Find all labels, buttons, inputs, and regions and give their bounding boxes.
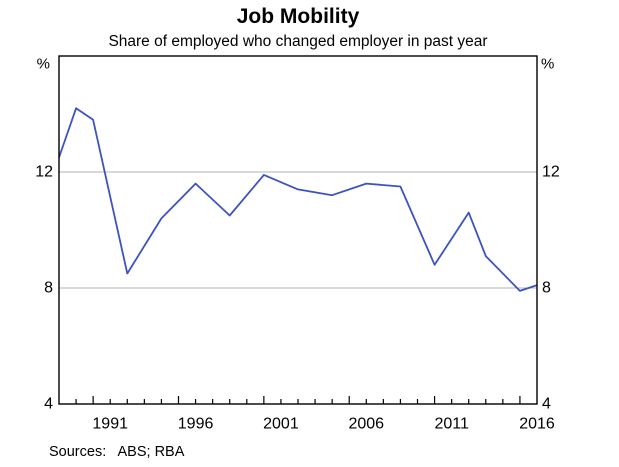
x-axis-label-2016: 2016 bbox=[519, 416, 555, 433]
plot-frame bbox=[58, 55, 538, 405]
chart-sources: Sources: ABS; RBA bbox=[49, 444, 185, 460]
x-axis-label-2001: 2001 bbox=[263, 416, 299, 433]
x-axis-label-1996: 1996 bbox=[178, 416, 214, 433]
x-axis-label-2011: 2011 bbox=[434, 416, 469, 433]
chart-subtitle: Share of employed who changed employer i… bbox=[108, 33, 488, 50]
y-axis-label-right-8: 8 bbox=[542, 280, 551, 297]
unit-label-right: % bbox=[541, 56, 554, 73]
y-axis-label-left-12: 12 bbox=[35, 164, 53, 181]
chart-title: Job Mobility bbox=[236, 5, 360, 28]
y-axis-label-left-4: 4 bbox=[44, 396, 53, 413]
x-axis-label-2006: 2006 bbox=[348, 416, 384, 433]
x-axis-label-1991: 1991 bbox=[92, 416, 128, 433]
y-axis-label-left-8: 8 bbox=[44, 280, 53, 297]
y-axis-label-right-4: 4 bbox=[542, 396, 551, 413]
series-line-0 bbox=[58, 107, 538, 292]
unit-label-left: % bbox=[37, 56, 50, 73]
y-axis-label-right-12: 12 bbox=[542, 164, 560, 181]
